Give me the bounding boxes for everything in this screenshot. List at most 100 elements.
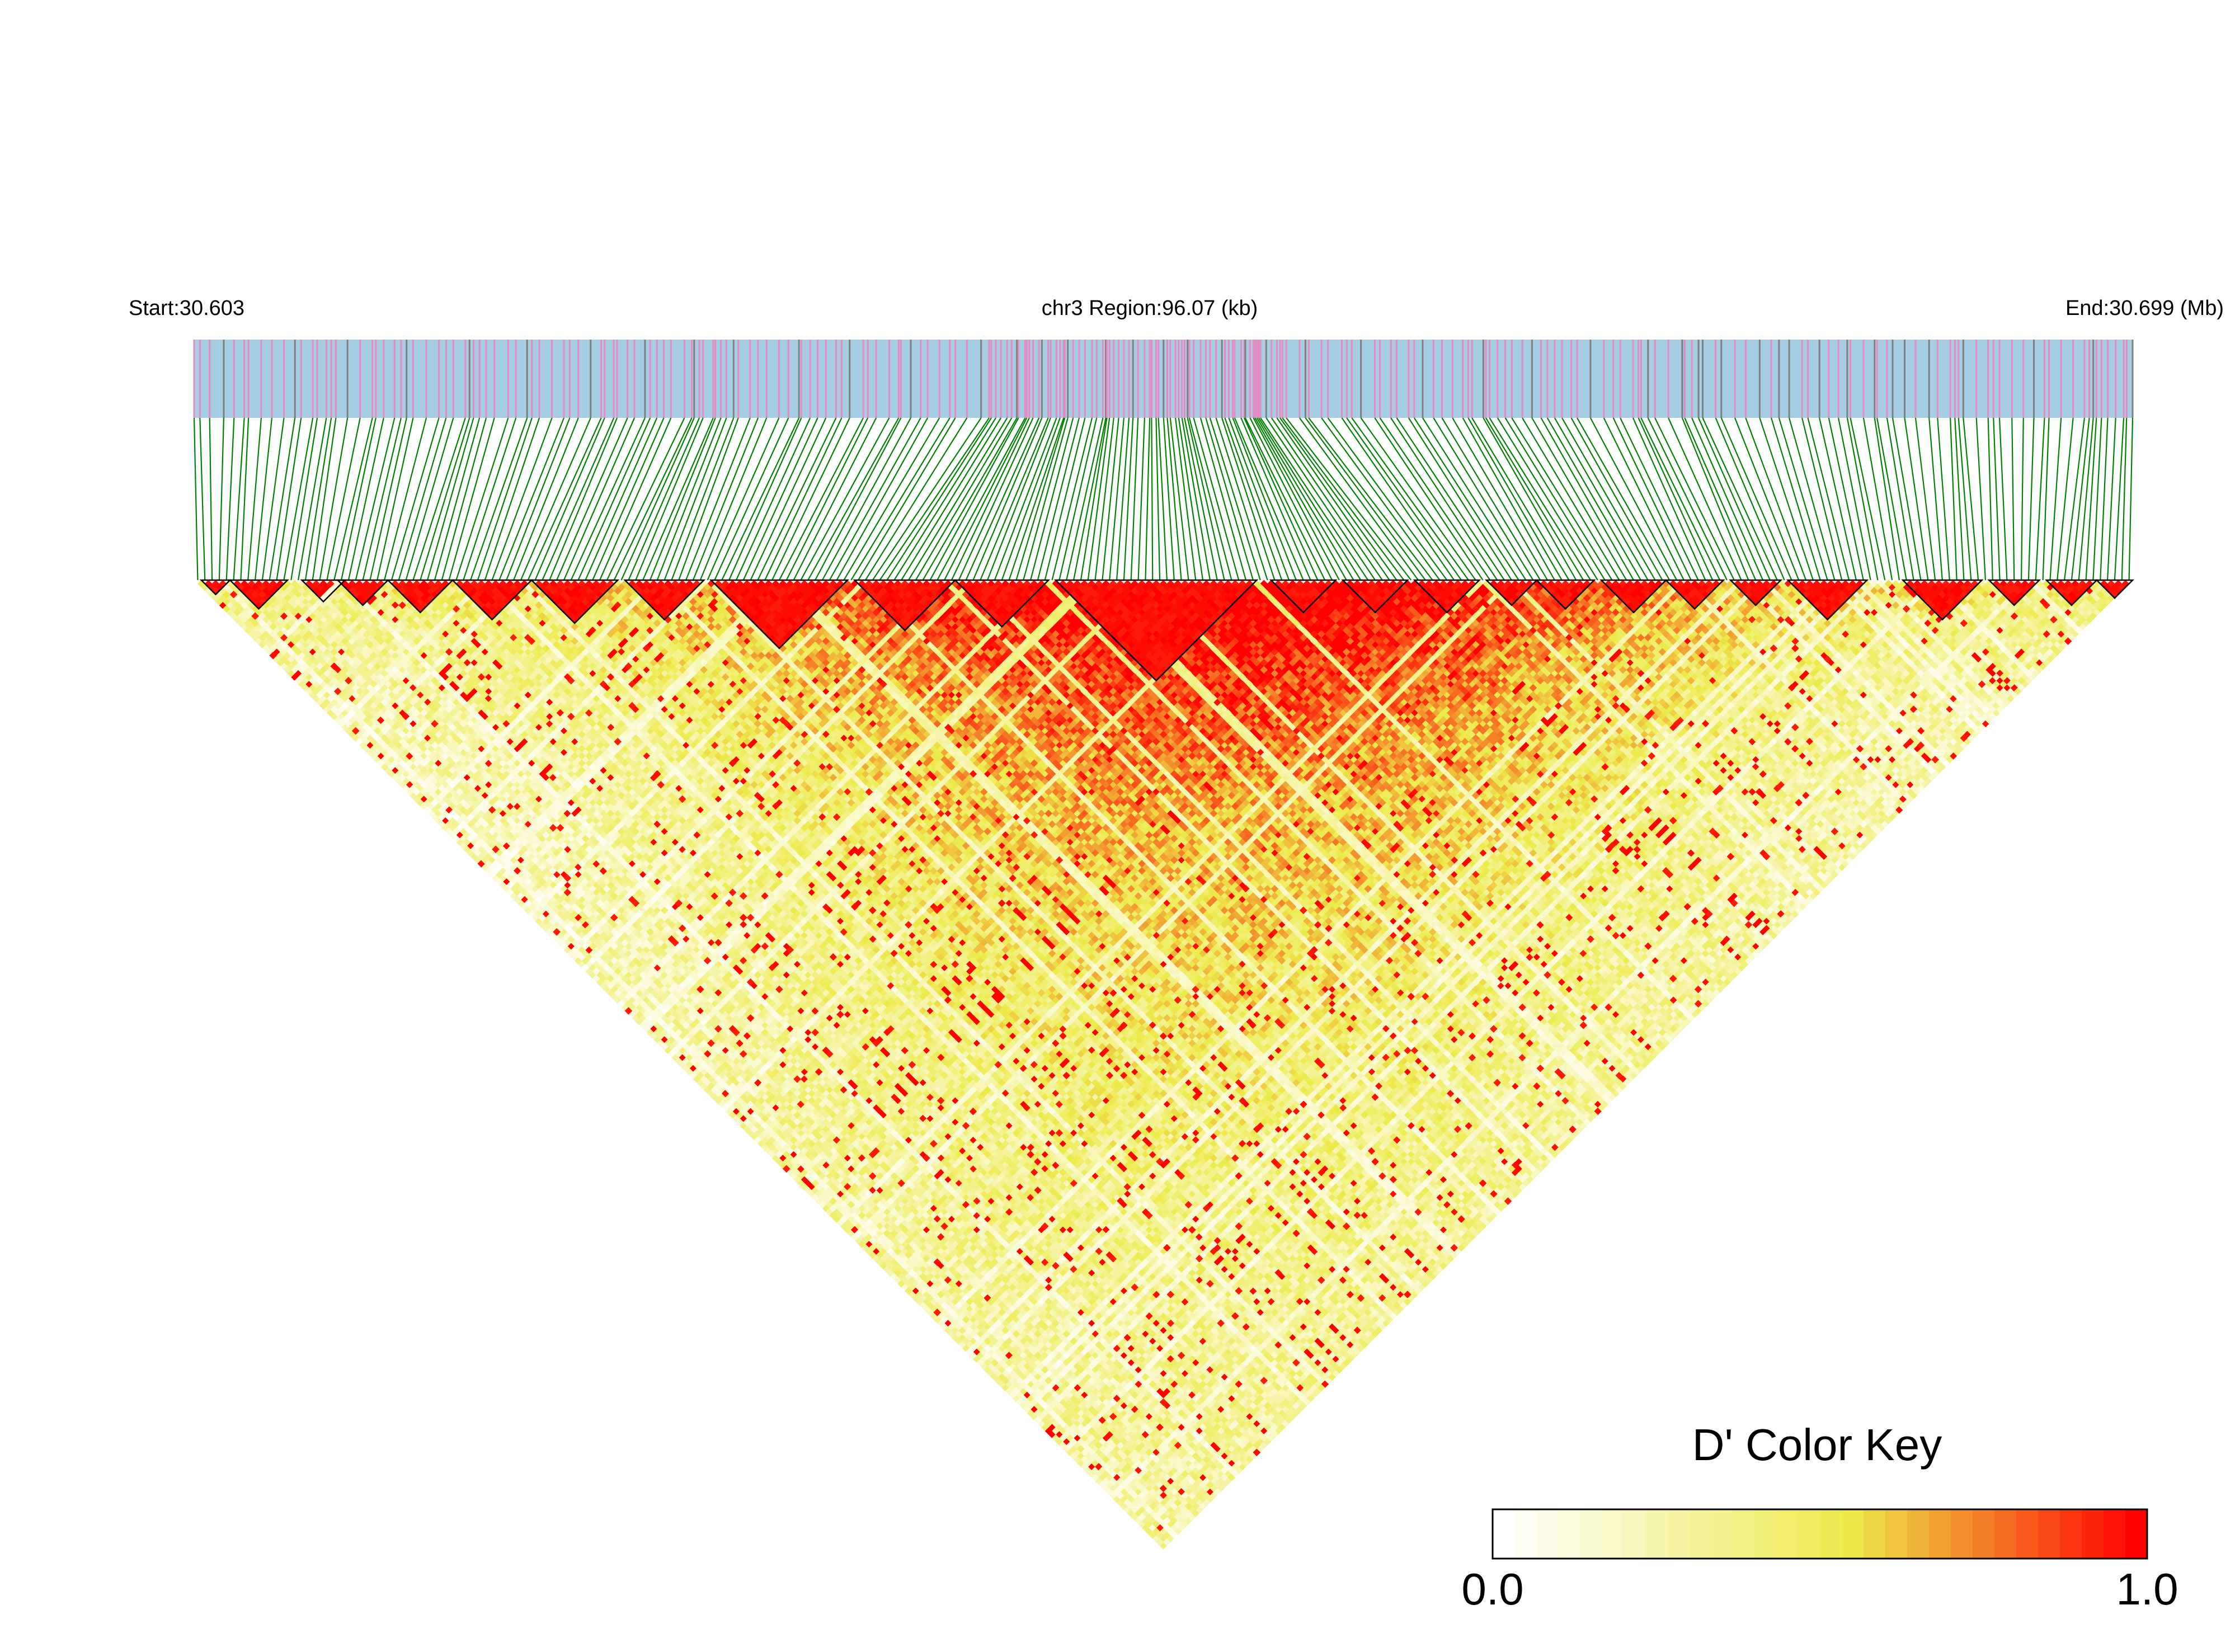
snp-connector-line [742,417,818,581]
snp-connector-line [2092,417,2102,581]
snp-connector-line [463,417,517,581]
color-key-swatch [1645,1509,1668,1559]
haplotype-block-outline [1269,579,1338,614]
snp-connector-line [1937,417,1950,581]
snp-connector-line [1975,417,1987,581]
snp-connector-line [1612,417,1692,581]
snp-connector-line [929,417,1019,581]
snp-connector-line [1008,417,1065,581]
snp-connector-line [1279,417,1398,581]
snp-connector-line [915,417,1013,581]
snp-connector-line [1051,417,1093,581]
snp-connector-line [1224,417,1283,581]
snp-connector-line [1123,417,1134,581]
snp-connector-line [1001,417,1061,581]
snp-connector-line [829,417,921,581]
snp-connector-line [1116,417,1130,581]
snp-connector-line [764,417,843,581]
snp-connector-line [1891,417,1922,581]
snp-connector-line [1243,417,1319,581]
color-key-swatch [1994,1509,2017,1559]
snp-connector-line [2027,417,2035,581]
snp-connector-line [1327,417,1448,581]
haplotype-block-outline [853,579,957,632]
snp-connector-line [901,417,1002,581]
snp-connector-line [1467,417,1563,581]
snp-connector-line [2128,417,2134,581]
snp-connector-line [1163,417,1175,581]
snp-connector-line [1874,417,1900,581]
ld-triangle-heatmap [197,580,2130,1550]
snp-connector-line [405,417,454,581]
snp-connector-line [850,417,951,581]
snp-connector-line [563,417,636,581]
snp-connector-line [1561,417,1656,581]
snp-connector-line [1452,417,1549,581]
snp-connector-line [893,417,996,581]
snp-connector-line [577,417,651,581]
haplotype-block-outline [1535,579,1596,610]
snp-connector-line [1080,417,1108,581]
snp-connector-line [815,417,902,581]
snp-connector-line [1570,417,1663,581]
snp-connector-line [664,417,727,581]
snp-connector-line [793,417,877,581]
snp-connector-line [470,417,528,581]
snp-connector-line [937,417,1026,581]
snp-connector-line [1240,417,1311,581]
snp-connector-line [972,417,1043,581]
snp-connector-line [506,417,571,581]
color-key-swatch [1907,1509,1930,1559]
snp-connector-line [434,417,481,581]
snp-connector-line [199,417,206,581]
haplotype-block-outline [1729,579,1783,606]
snp-connector-line [1489,417,1592,581]
snp-connector-line [721,417,800,581]
snp-connector-line [362,417,402,581]
snp-connector-line [843,417,940,581]
snp-connector-line [1187,417,1225,581]
snp-connector-line [1023,417,1069,581]
snp-connector-line [549,417,618,581]
snp-connector-line [276,417,302,581]
snp-connector-line [1828,417,1864,581]
snp-connector-line [750,417,827,581]
snp-connector-line [304,417,332,581]
snp-connector-line [1308,417,1433,581]
snp-connector-line [678,417,739,581]
snp-connector-line [1305,417,1426,581]
snp-connector-line [1778,417,1828,581]
haplotype-block-outline [336,579,390,606]
snp-connector-line [1987,417,1993,581]
snp-connector-line [1286,417,1412,581]
snp-connector-line [341,417,377,581]
snp-connector-line [1215,417,1268,581]
snp-connector-line [1483,417,1577,581]
snp-connector-line [1094,417,1114,581]
snp-connector-line [2042,417,2050,581]
snp-connector-line [1504,417,1606,581]
snp-connector-line [692,417,759,581]
snp-connector-line [1228,417,1290,581]
snp-connector-line [1850,417,1886,581]
snp-connector-line [2063,417,2085,581]
snp-connector-line [441,417,487,581]
snp-connector-line [592,417,665,581]
color-key-swatch [1624,1509,1646,1559]
snp-connector-line [1271,417,1383,581]
snp-connector-line [269,417,296,581]
snp-connector-line [1681,417,1749,581]
snp-connector-line [1441,417,1541,581]
haplotype-block-outline [2095,579,2135,599]
haplotype-block-outline [1053,579,1259,682]
snp-connector-line [907,417,1008,581]
snp-connector-line [836,417,929,581]
snp-connector-line [412,417,466,581]
snp-connector-line [1759,417,1814,581]
snp-connector-line [420,417,470,581]
snp-connector-line [958,417,1034,581]
snp-connector-line [254,417,273,581]
snp-connector-line [606,417,685,581]
snp-connector-line [599,417,672,581]
haplotype-block-outlines [199,579,2135,682]
